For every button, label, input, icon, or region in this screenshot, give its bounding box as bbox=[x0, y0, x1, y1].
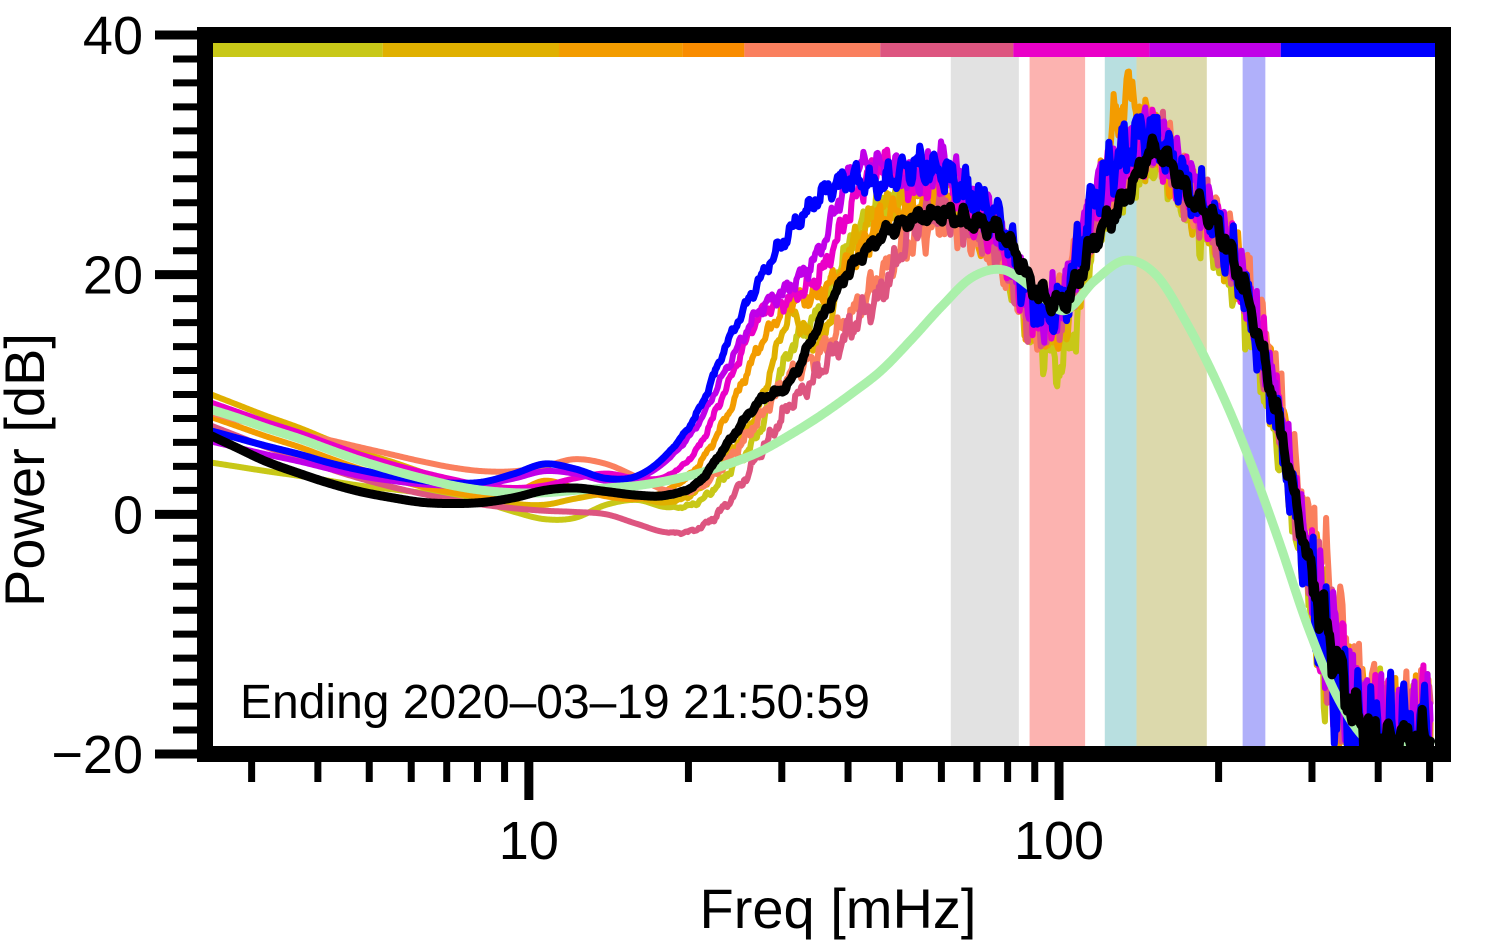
y-tick-label--20: −20 bbox=[51, 725, 143, 785]
colorbar-segment-7 bbox=[1149, 43, 1281, 57]
colorbar-segment-8 bbox=[1280, 43, 1443, 57]
y-tick-label-0: 0 bbox=[113, 485, 143, 545]
x-axis-label: Freq [mHz] bbox=[700, 877, 977, 940]
x-tick-label-100: 100 bbox=[1014, 811, 1104, 871]
band-gray bbox=[950, 35, 1019, 754]
band-pink bbox=[1029, 35, 1086, 754]
colorbar-segment-6 bbox=[1013, 43, 1150, 57]
y-tick-label-40: 40 bbox=[83, 6, 143, 66]
spectrum-curves-group bbox=[205, 68, 1436, 754]
time-progression-colorbar bbox=[205, 43, 1443, 57]
plot-frame-box bbox=[197, 27, 1451, 762]
band-lavender bbox=[1242, 35, 1266, 754]
colorbar-segment-3 bbox=[682, 43, 745, 57]
y-axis-label: Power [dB] bbox=[0, 333, 56, 607]
colorbar-segment-2 bbox=[559, 43, 683, 57]
axes-frame bbox=[197, 27, 1451, 762]
colorbar-segment-1 bbox=[382, 43, 560, 57]
colorbar-segment-0 bbox=[205, 43, 383, 57]
colorbar-segment-5 bbox=[880, 43, 1014, 57]
axis-ticks-group bbox=[155, 30, 1434, 800]
ending-timestamp-annotation: Ending 2020–03–19 21:50:59 bbox=[240, 676, 870, 729]
x-tick-label-10: 10 bbox=[499, 811, 559, 871]
curve-mean-black bbox=[205, 133, 1436, 754]
curve-spectrum-mintgreen bbox=[205, 255, 1436, 750]
axis-tick-labels-group: 10 100 −20 0 20 40 bbox=[51, 6, 1104, 871]
colorbar-segment-4 bbox=[744, 43, 881, 57]
y-tick-label-20: 20 bbox=[83, 246, 143, 306]
